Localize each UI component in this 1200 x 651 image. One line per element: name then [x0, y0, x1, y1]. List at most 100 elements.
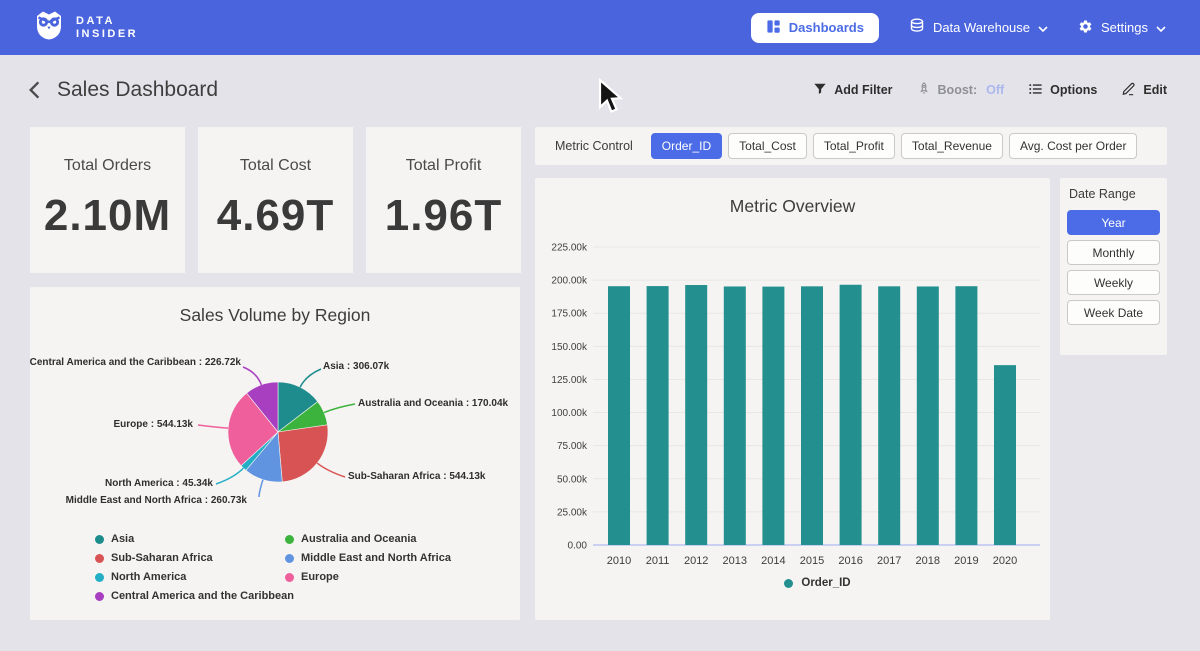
bar-legend-label: Order_ID: [801, 577, 850, 589]
date-range-card: Date Range Year Monthly Weekly Week Date: [1060, 178, 1167, 355]
legend-item: Sub-Saharan Africa: [95, 552, 294, 564]
metric-button-total-revenue[interactable]: Total_Revenue: [901, 133, 1003, 159]
page-header: Sales Dashboard Add Filter Boost: Off: [28, 70, 1167, 110]
y-tick-label: 225.00k: [551, 243, 588, 254]
metric-control-label: Metric Control: [555, 139, 633, 153]
bar-2015[interactable]: [801, 286, 823, 545]
bar-2020[interactable]: [994, 365, 1016, 545]
nav-dashboards-button[interactable]: Dashboards: [751, 13, 879, 43]
boost-toggle[interactable]: Boost: Off: [917, 81, 1005, 99]
nav-settings-label: Settings: [1101, 20, 1148, 35]
legend-dot: [285, 573, 294, 582]
pie-slice-label: North America : 45.34k: [105, 478, 213, 489]
pie-slice-label: Sub-Saharan Africa : 544.13k: [348, 471, 485, 482]
bar-2013[interactable]: [724, 286, 746, 545]
brand-logo[interactable]: DATA INSIDER: [32, 8, 138, 47]
legend-dot: [95, 554, 104, 563]
kpi-card: Total Cost4.69T: [198, 127, 353, 273]
filter-icon: [813, 82, 827, 99]
bar-2011[interactable]: [647, 286, 669, 545]
header-actions: Add Filter Boost: Off: [813, 81, 1167, 99]
x-tick-label: 2015: [800, 555, 824, 567]
date-range-button-weekly[interactable]: Weekly: [1067, 270, 1160, 295]
date-range-label: Date Range: [1069, 187, 1160, 201]
y-tick-label: 75.00k: [557, 441, 588, 452]
y-tick-label: 0.00: [568, 541, 588, 552]
legend-dot: [95, 592, 104, 601]
database-icon: [909, 18, 925, 37]
nav-data-warehouse[interactable]: Data Warehouse: [909, 18, 1048, 37]
bar-chart-card: Metric Overview 0.0025.00k50.00k75.00k10…: [535, 178, 1050, 620]
add-filter-label: Add Filter: [834, 83, 892, 97]
legend-item-label: Australia and Oceania: [301, 533, 417, 545]
x-tick-label: 2019: [954, 555, 978, 567]
legend-item-label: North America: [111, 571, 186, 583]
kpi-card: Total Profit1.96T: [366, 127, 521, 273]
pencil-icon: [1121, 81, 1136, 99]
legend-item: Europe: [285, 571, 451, 583]
rocket-icon: [917, 81, 931, 99]
pie-slice-label: Australia and Oceania : 170.04k: [358, 398, 508, 409]
y-tick-label: 150.00k: [551, 342, 588, 353]
options-button[interactable]: Options: [1028, 82, 1097, 99]
pie-chart-card: Sales Volume by Region Asia : 306.07kAus…: [30, 287, 520, 620]
back-chevron-icon[interactable]: [28, 81, 41, 99]
add-filter-button[interactable]: Add Filter: [813, 82, 892, 99]
top-navbar: DATA INSIDER Dashboards: [0, 0, 1200, 55]
chevron-down-icon: [1156, 20, 1166, 35]
app-root: DATA INSIDER Dashboards: [0, 0, 1200, 651]
y-tick-label: 125.00k: [551, 375, 588, 386]
edit-button[interactable]: Edit: [1121, 81, 1167, 99]
bar-2016[interactable]: [840, 285, 862, 545]
pie-leader-line: [317, 463, 345, 477]
bar-2019[interactable]: [955, 286, 977, 545]
legend-item-label: Sub-Saharan Africa: [111, 552, 213, 564]
pie-legend-column-2: Australia and Oceania Middle East and Nor…: [285, 533, 451, 583]
metric-button-total-cost[interactable]: Total_Cost: [728, 133, 807, 159]
metric-button-total-profit[interactable]: Total_Profit: [813, 133, 895, 159]
y-tick-label: 50.00k: [557, 474, 588, 485]
legend-dot: [95, 573, 104, 582]
kpi-value: 2.10M: [30, 191, 185, 241]
x-tick-label: 2011: [646, 555, 670, 567]
y-tick-label: 175.00k: [551, 309, 588, 320]
bar-chart: 0.0025.00k50.00k75.00k100.00k125.00k150.…: [535, 178, 1050, 620]
bar-2012[interactable]: [685, 285, 707, 545]
pie-slice-label: Asia : 306.07k: [323, 361, 389, 372]
pie-leader-line: [300, 369, 321, 387]
date-range-button-week-date[interactable]: Week Date: [1067, 300, 1160, 325]
metric-control-card: Metric Control Order_IDTotal_CostTotal_P…: [535, 127, 1167, 165]
metric-button-avg-cost-per-order[interactable]: Avg. Cost per Order: [1009, 133, 1138, 159]
bar-2014[interactable]: [762, 287, 784, 545]
nav-settings[interactable]: Settings: [1078, 19, 1166, 37]
legend-item: North America: [95, 571, 294, 583]
legend-dot: [285, 554, 294, 563]
owl-logo-icon: [32, 8, 66, 47]
kpi-label: Total Profit: [366, 157, 521, 175]
brand-line1: DATA: [76, 15, 138, 28]
date-range-button-year[interactable]: Year: [1067, 210, 1160, 235]
legend-item-label: Asia: [111, 533, 134, 545]
chevron-down-icon: [1038, 20, 1048, 35]
options-label: Options: [1050, 83, 1097, 97]
nav-data-warehouse-label: Data Warehouse: [933, 20, 1030, 35]
gear-icon: [1078, 19, 1093, 37]
list-options-icon: [1028, 82, 1043, 99]
pie-slice-label: Central America and the Caribbean : 226.…: [30, 357, 241, 368]
metric-button-order-id[interactable]: Order_ID: [651, 133, 722, 159]
pie-leader-line: [259, 480, 263, 497]
legend-item-label: Middle East and North Africa: [301, 552, 451, 564]
x-tick-label: 2017: [877, 555, 901, 567]
date-range-button-monthly[interactable]: Monthly: [1067, 240, 1160, 265]
kpi-value: 4.69T: [198, 191, 353, 241]
legend-item: Central America and the Caribbean: [95, 590, 294, 602]
bar-2010[interactable]: [608, 286, 630, 545]
brand-line2: INSIDER: [76, 28, 138, 41]
nav-dashboards-label: Dashboards: [789, 20, 864, 35]
pie-slice-sub-saharan-africa[interactable]: [278, 425, 328, 482]
y-tick-label: 100.00k: [551, 408, 588, 419]
bar-2018[interactable]: [917, 286, 939, 545]
x-tick-label: 2014: [761, 555, 785, 567]
bar-2017[interactable]: [878, 286, 900, 545]
pie-leader-line: [198, 425, 228, 428]
